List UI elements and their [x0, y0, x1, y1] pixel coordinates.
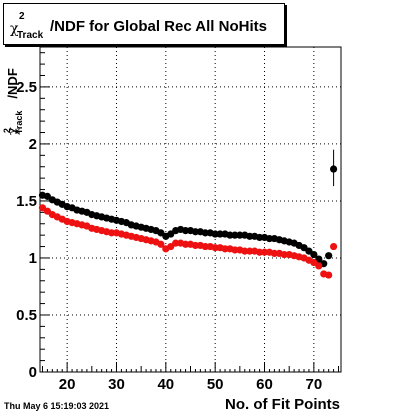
data-point-black — [226, 231, 234, 239]
data-point-red — [255, 248, 264, 256]
data-point-black — [191, 228, 200, 236]
y-tick-label: 0 — [29, 364, 37, 381]
data-point-red — [172, 239, 180, 247]
y-tick-label: 1.5 — [16, 193, 37, 210]
data-point-black — [181, 226, 190, 235]
x-axis-label: No. of Fit Points — [225, 396, 340, 413]
x-tick-label: 30 — [108, 376, 125, 393]
data-point-red — [270, 249, 278, 258]
data-point-red — [280, 250, 288, 259]
y-tick-label: 1 — [29, 250, 37, 267]
timestamp: Thu May 6 15:19:03 2021 — [4, 401, 110, 411]
data-point-red — [157, 240, 165, 248]
data-point-black — [246, 232, 254, 240]
data-point-red — [221, 245, 229, 253]
data-point-red — [260, 248, 269, 256]
x-tick-label: 70 — [306, 376, 323, 393]
data-point-red — [191, 241, 200, 250]
data-point-black — [329, 165, 338, 173]
data-point-red — [246, 247, 254, 255]
chart-title-box: χ 2 Track /NDF for Global Rec All NoHits — [3, 3, 285, 45]
data-point-red — [181, 240, 190, 248]
x-tick-label: 50 — [207, 376, 224, 393]
y-tick-label: 2 — [29, 136, 37, 153]
data-point-red — [107, 229, 116, 237]
y-axis-label-rest: /NDF — [5, 68, 20, 99]
y-axis-label: χ2 Track/NDF — [2, 68, 35, 135]
title-subscript: Track — [17, 30, 44, 41]
data-point-red — [231, 246, 239, 254]
y-axis-label-superscript: 2 — [2, 128, 12, 134]
y-tick-label: 2.5 — [16, 79, 37, 96]
data-point-black — [236, 231, 244, 239]
data-point-red — [241, 247, 249, 255]
data-point-black — [255, 233, 264, 242]
x-tick-label: 20 — [59, 376, 76, 393]
data-point-red — [201, 242, 209, 251]
data-point-black — [231, 231, 239, 239]
data-point-black — [265, 234, 274, 243]
data-point-red — [329, 242, 338, 251]
data-point-black — [325, 252, 333, 260]
title-superscript: 2 — [19, 11, 25, 22]
data-point-black — [310, 250, 318, 259]
data-point-black — [216, 230, 224, 238]
y-tick-label: 0.5 — [16, 307, 37, 324]
data-point-red — [211, 244, 219, 252]
y-axis-label-subscript: Track — [14, 110, 24, 135]
x-tick-label: 60 — [256, 376, 273, 393]
data-point-black — [201, 229, 209, 237]
data-point-red — [325, 271, 333, 279]
chart-title: /NDF for Global Rec All NoHits — [50, 18, 267, 35]
title-chi: χ — [10, 21, 19, 37]
x-tick-label: 40 — [157, 376, 174, 393]
data-point-red — [315, 262, 323, 270]
data-point-black — [211, 230, 219, 238]
